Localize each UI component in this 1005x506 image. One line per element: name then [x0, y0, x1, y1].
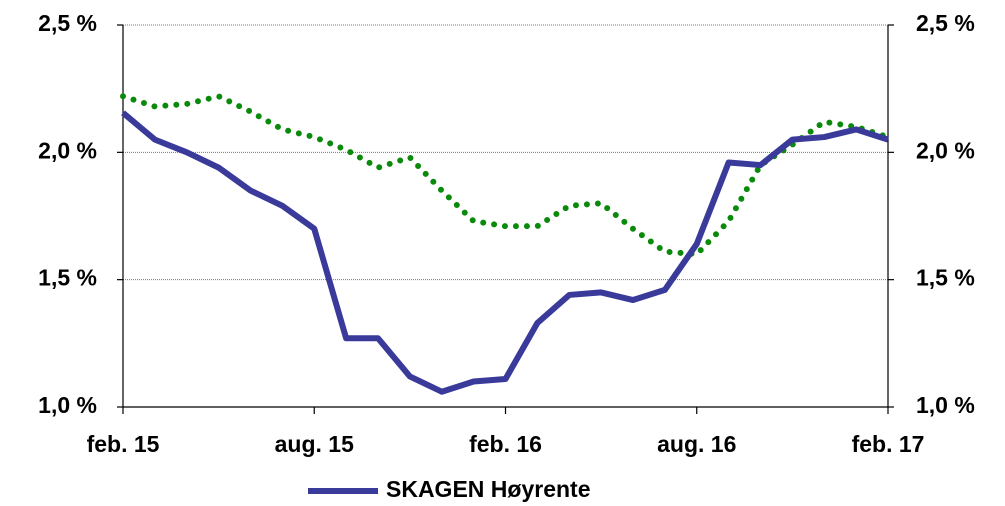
y2-tick-label: 2,0 % — [916, 137, 975, 163]
y-tick-label: 2,5 % — [38, 10, 97, 36]
x-tick-label: feb. 16 — [469, 431, 542, 457]
y-tick-label: 1,5 % — [38, 265, 97, 291]
x-tick-label: aug. 15 — [275, 431, 354, 457]
x-tick-label: aug. 16 — [657, 431, 736, 457]
x-tick-label: feb. 17 — [852, 431, 925, 457]
series-line — [121, 110, 889, 395]
y-tick-label: 2,0 % — [38, 137, 97, 163]
y2-tick-label: 1,0 % — [916, 392, 975, 418]
legend-label: SKAGEN Høyrente — [386, 476, 590, 502]
x-tick-label: feb. 15 — [87, 431, 160, 457]
y-tick-label: 1,0 % — [38, 392, 97, 418]
series-line — [120, 93, 891, 258]
y2-tick-label: 2,5 % — [916, 10, 975, 36]
y2-tick-label: 1,5 % — [916, 265, 975, 291]
